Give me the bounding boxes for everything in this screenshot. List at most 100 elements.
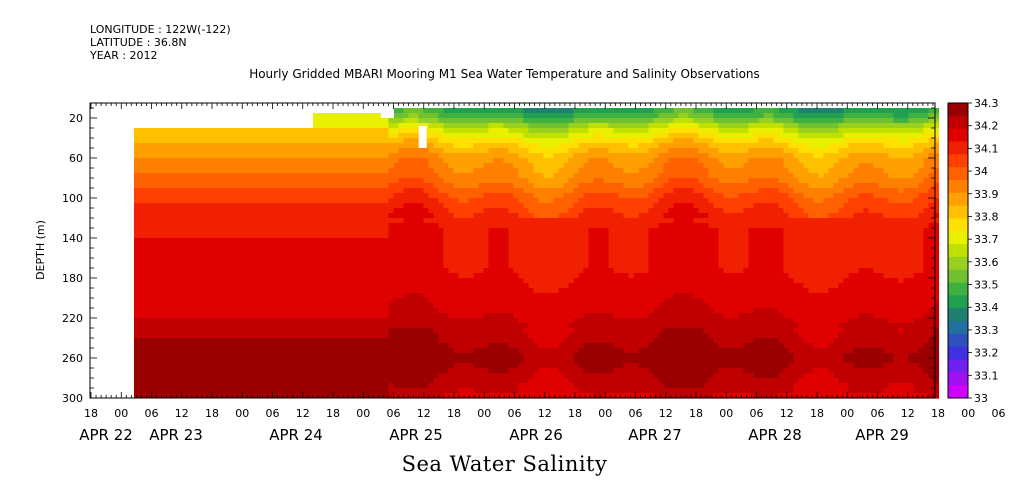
salinity-cell xyxy=(688,133,695,139)
salinity-cell xyxy=(398,318,405,324)
salinity-cell xyxy=(613,133,620,139)
salinity-cell xyxy=(418,323,425,329)
salinity-cell xyxy=(473,288,480,294)
salinity-cell xyxy=(788,233,795,239)
salinity-cell xyxy=(793,378,800,384)
salinity-cell xyxy=(563,123,570,129)
salinity-cell xyxy=(698,208,705,214)
salinity-cell xyxy=(433,313,440,319)
salinity-cell xyxy=(703,168,710,174)
salinity-cell xyxy=(618,198,625,204)
salinity-cell xyxy=(393,123,400,129)
salinity-cell xyxy=(728,118,735,124)
salinity-cell xyxy=(588,128,595,134)
salinity-cell xyxy=(758,288,765,294)
salinity-cell xyxy=(608,378,615,384)
salinity-cell xyxy=(403,378,410,384)
salinity-cell xyxy=(663,353,670,359)
salinity-cell xyxy=(563,118,570,124)
salinity-cell xyxy=(658,178,665,184)
salinity-cell xyxy=(628,133,635,139)
salinity-cell xyxy=(528,228,535,234)
salinity-cell xyxy=(608,313,615,319)
salinity-cell xyxy=(393,173,400,179)
salinity-cell xyxy=(398,308,405,314)
salinity-cell xyxy=(533,213,540,219)
salinity-cell xyxy=(613,168,620,174)
salinity-cell xyxy=(738,138,745,144)
salinity-cell xyxy=(398,368,405,374)
salinity-cell xyxy=(518,218,525,224)
salinity-cell xyxy=(688,243,695,249)
salinity-cell xyxy=(403,193,410,199)
salinity-cell xyxy=(493,313,500,319)
salinity-cell xyxy=(788,363,795,369)
salinity-cell xyxy=(533,228,540,234)
salinity-cell xyxy=(478,148,485,154)
salinity-cell xyxy=(643,268,650,274)
salinity-cell xyxy=(623,223,630,229)
salinity-cell xyxy=(783,223,790,229)
salinity-cell xyxy=(408,383,415,389)
salinity-cell xyxy=(633,253,640,259)
salinity-cell xyxy=(643,118,650,124)
salinity-cell xyxy=(788,128,795,134)
salinity-cell xyxy=(513,333,520,339)
salinity-cell xyxy=(388,288,395,294)
salinity-cell xyxy=(658,143,665,149)
salinity-cell xyxy=(668,293,675,299)
salinity-cell xyxy=(438,273,445,279)
salinity-cell xyxy=(403,358,410,364)
salinity-cell xyxy=(713,128,720,134)
salinity-cell xyxy=(643,343,650,349)
salinity-cell xyxy=(738,363,745,369)
salinity-cell xyxy=(468,168,475,174)
salinity-cell xyxy=(788,163,795,169)
salinity-cell xyxy=(488,168,495,174)
salinity-cell xyxy=(523,248,530,254)
salinity-cell xyxy=(718,153,725,159)
salinity-cell xyxy=(813,203,820,209)
salinity-cell xyxy=(388,393,395,399)
salinity-cell xyxy=(468,143,475,149)
salinity-cell xyxy=(768,328,775,334)
salinity-cell xyxy=(688,308,695,314)
salinity-cell xyxy=(548,343,555,349)
salinity-cell xyxy=(408,263,415,269)
salinity-cell xyxy=(558,153,565,159)
salinity-cell xyxy=(653,238,660,244)
salinity-cell xyxy=(493,168,500,174)
salinity-cell xyxy=(653,208,660,214)
salinity-cell xyxy=(773,368,780,374)
salinity-cell xyxy=(433,338,440,344)
salinity-cell xyxy=(633,128,640,134)
salinity-cell xyxy=(773,213,780,219)
salinity-cell xyxy=(593,283,600,289)
salinity-cell xyxy=(608,168,615,174)
salinity-cell xyxy=(653,328,660,334)
salinity-cell xyxy=(628,273,635,279)
salinity-cell xyxy=(443,143,450,149)
salinity-cell xyxy=(728,278,735,284)
salinity-cell xyxy=(618,168,625,174)
salinity-cell xyxy=(663,283,670,289)
salinity-cell xyxy=(728,328,735,334)
salinity-cell xyxy=(758,233,765,239)
salinity-cell xyxy=(398,373,405,379)
salinity-cell xyxy=(503,303,510,309)
salinity-cell xyxy=(738,188,745,194)
salinity-cell xyxy=(743,133,750,139)
salinity-cell xyxy=(573,238,580,244)
salinity-cell xyxy=(408,113,415,119)
salinity-cell xyxy=(488,333,495,339)
salinity-cell xyxy=(498,128,505,134)
salinity-cell xyxy=(698,153,705,159)
salinity-cell xyxy=(453,268,460,274)
salinity-cell xyxy=(623,363,630,369)
salinity-cell xyxy=(498,183,505,189)
salinity-cell xyxy=(588,323,595,329)
salinity-cell xyxy=(803,123,810,129)
salinity-cell xyxy=(718,168,725,174)
salinity-cell xyxy=(608,188,615,194)
salinity-cell xyxy=(438,313,445,319)
